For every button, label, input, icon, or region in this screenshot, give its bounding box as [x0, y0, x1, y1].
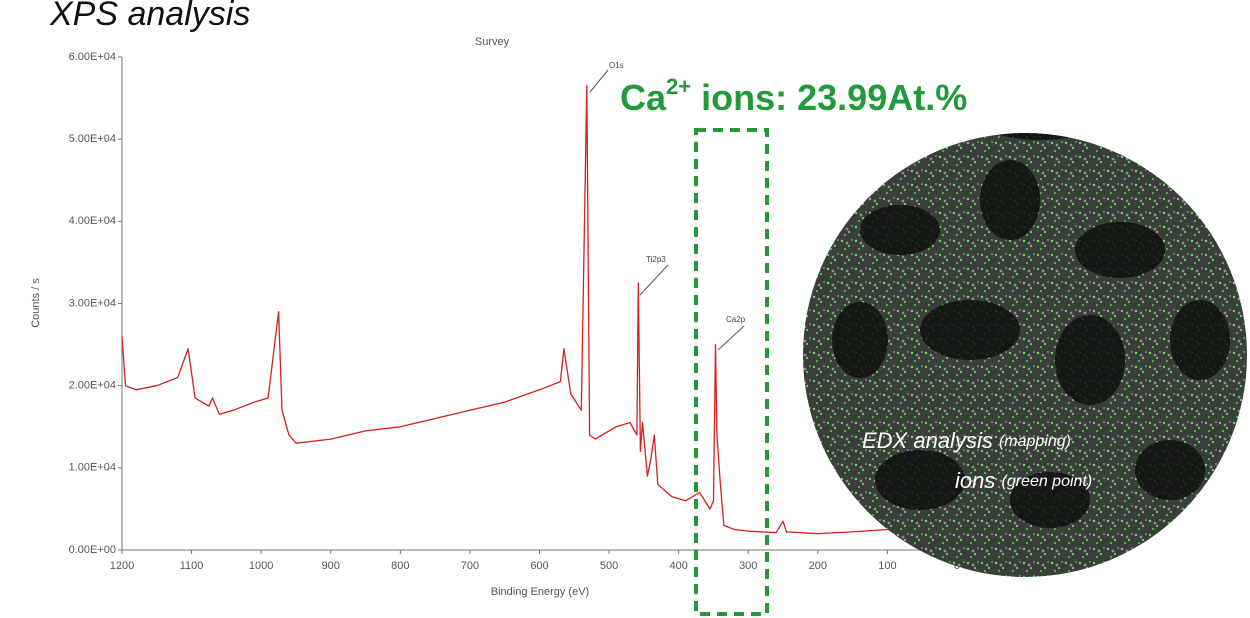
x-tick-label: 700	[461, 560, 479, 572]
y-tick-label: 5.00E+04	[69, 133, 116, 145]
x-axis-label: Binding Energy (eV)	[491, 586, 589, 598]
charge: 2+	[666, 74, 691, 99]
overlay-title-note: (mapping)	[999, 433, 1071, 450]
plot: 0.00E+00 1.00E+04 2.00E+04 3.00E+04 4.00E+04…	[69, 51, 967, 572]
overlay-line-note: (green point)	[1001, 473, 1092, 490]
highlight-text: Ca2+ ions: 23.99At.%	[620, 74, 967, 118]
y-tick-label: 2.00E+04	[69, 380, 116, 392]
leader-line	[717, 325, 745, 351]
annotation: Ti2p3	[646, 255, 666, 264]
y-tick-label: 1.00E+04	[69, 462, 116, 474]
element: Ca	[620, 77, 667, 118]
x-tick-label: 600	[530, 560, 548, 572]
x-tick-label: 1000	[249, 560, 273, 572]
x-tick-label: 300	[739, 560, 757, 572]
x-tick-label: 100	[878, 560, 896, 572]
leader-line	[589, 69, 609, 93]
pores	[832, 133, 1230, 528]
x-tick-label: 900	[322, 560, 340, 572]
x-tick-label: 500	[600, 560, 618, 572]
y-tick-label: 4.00E+04	[69, 215, 116, 227]
overlay-line: ions (green point)	[955, 468, 1092, 493]
x-tick-label: 1100	[180, 560, 204, 572]
overlay-title-main: EDX analysis	[862, 428, 993, 453]
chart-title: Survey	[475, 36, 510, 48]
overlay-title: EDX analysis (mapping)	[862, 428, 1071, 453]
y-tick-label: 3.00E+04	[69, 297, 116, 309]
x-tick-label: 200	[809, 560, 827, 572]
x-tick-label: 1200	[110, 560, 134, 572]
annotation: O1s	[609, 61, 624, 70]
y-tick-label: 6.00E+04	[69, 51, 116, 63]
heading: XPS analysis	[49, 0, 250, 33]
edx-image: EDX analysis (mapping) ions (green point…	[803, 133, 1247, 577]
spectrum-line	[121, 85, 916, 535]
overlay-line-main: ions	[955, 468, 995, 493]
highlight-box	[694, 128, 769, 616]
y-tick-label: 0.00E+00	[69, 544, 116, 556]
annotation: Ca2p	[726, 315, 746, 324]
y-axis-label: Counts / s	[30, 278, 42, 328]
highlight-value: ions: 23.99At.%	[691, 77, 967, 118]
leader-line	[639, 264, 669, 296]
x-tick-label: 400	[669, 560, 687, 572]
x-tick-label: 800	[391, 560, 409, 572]
